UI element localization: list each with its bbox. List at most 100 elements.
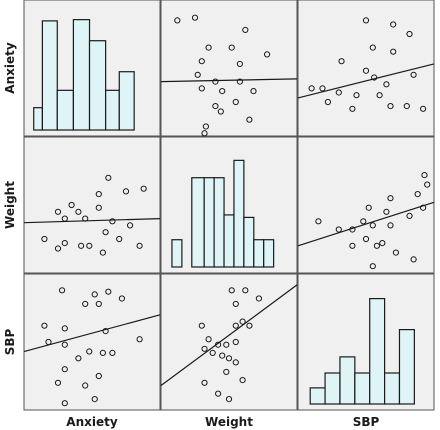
data-point (376, 92, 383, 99)
scatter-sbp-vs-anxiety (23, 287, 161, 407)
histogram-bar-sbp-5 (369, 298, 386, 405)
row-label-sbp: SBP (3, 329, 17, 356)
data-point (215, 341, 222, 348)
data-point (41, 235, 48, 243)
data-point (198, 85, 205, 92)
data-point (225, 396, 233, 403)
histogram-bar-sbp-3 (339, 356, 356, 405)
data-point (383, 81, 390, 88)
histogram-bar-sbp-6 (384, 372, 401, 405)
data-point (202, 123, 209, 130)
data-point (228, 44, 235, 51)
data-point (136, 242, 143, 249)
data-point (205, 44, 212, 51)
data-point (140, 185, 147, 192)
data-point (61, 341, 68, 348)
data-point (102, 328, 109, 335)
data-point (255, 295, 263, 302)
data-point (45, 338, 52, 346)
data-point (198, 58, 205, 65)
data-point (95, 372, 102, 380)
data-point (335, 89, 342, 96)
data-point (420, 204, 427, 211)
data-point (223, 341, 230, 348)
data-point (324, 98, 332, 106)
histogram-bar-weight-4 (213, 177, 225, 268)
data-point (95, 204, 102, 211)
data-point (105, 288, 112, 295)
data-point (392, 249, 400, 256)
data-point (205, 336, 212, 343)
data-point (338, 58, 345, 65)
data-point (232, 300, 239, 308)
data-point (232, 98, 239, 106)
histogram-bar-anxiety-5 (88, 40, 107, 131)
data-point (225, 355, 233, 362)
data-point (406, 30, 413, 38)
row-label-anxiety: Anxiety (3, 42, 17, 94)
data-point (369, 44, 376, 51)
data-point (349, 105, 356, 112)
data-point (228, 287, 235, 294)
data-point (209, 349, 216, 356)
data-point (61, 366, 68, 373)
data-point (319, 85, 326, 92)
histogram-anxiety (33, 19, 135, 131)
data-point (118, 295, 126, 302)
data-point (250, 88, 257, 95)
data-point (78, 242, 85, 249)
data-point (420, 105, 427, 112)
data-point (360, 218, 367, 225)
data-point (387, 195, 394, 202)
data-point (410, 256, 417, 263)
data-point (383, 208, 390, 215)
histogram-bar-anxiety-4 (72, 19, 91, 131)
data-point (414, 191, 421, 198)
data-point (99, 349, 106, 356)
data-point (215, 390, 222, 397)
data-point (102, 229, 109, 236)
scatter-weight-vs-sbp (297, 171, 435, 270)
data-point (232, 359, 239, 366)
data-point (362, 17, 370, 24)
data-point (315, 218, 322, 225)
data-point (424, 181, 431, 188)
data-point (82, 300, 89, 308)
histogram-bar-sbp-4 (354, 372, 371, 405)
data-point (116, 235, 123, 243)
data-point (353, 92, 360, 99)
histogram-sbp (309, 298, 415, 405)
data-point (201, 130, 208, 137)
data-point (242, 287, 249, 294)
data-point (349, 242, 356, 249)
fit-line (297, 63, 435, 99)
data-point (362, 235, 370, 243)
scatter-weight-vs-anxiety (23, 174, 161, 256)
histogram-bar-sbp-2 (324, 372, 341, 405)
data-point (82, 382, 89, 389)
data-point (239, 376, 246, 384)
histogram-bar-anxiety-7 (118, 71, 135, 131)
data-point (390, 48, 397, 55)
fit-line (23, 314, 161, 353)
data-point (61, 215, 68, 222)
scatter-sbp-vs-weight (160, 284, 298, 403)
data-point (174, 17, 181, 24)
data-point (82, 215, 89, 222)
histogram-bar-anxiety-1 (33, 107, 44, 131)
panel-weight-vs-anxiety (23, 136, 161, 274)
panels-layer (23, 0, 435, 411)
data-point (91, 291, 98, 298)
panel-sbp-vs-anxiety (23, 273, 161, 411)
data-point (403, 102, 410, 110)
data-point (219, 88, 226, 95)
data-point (191, 14, 199, 21)
histogram-bar-sbp-1 (309, 387, 326, 405)
data-point (126, 222, 134, 229)
data-point (362, 67, 370, 74)
data-point (54, 245, 62, 252)
histogram-bar-weight-9 (263, 239, 275, 268)
data-point (201, 345, 208, 352)
data-point (41, 322, 48, 329)
data-point (236, 60, 243, 68)
